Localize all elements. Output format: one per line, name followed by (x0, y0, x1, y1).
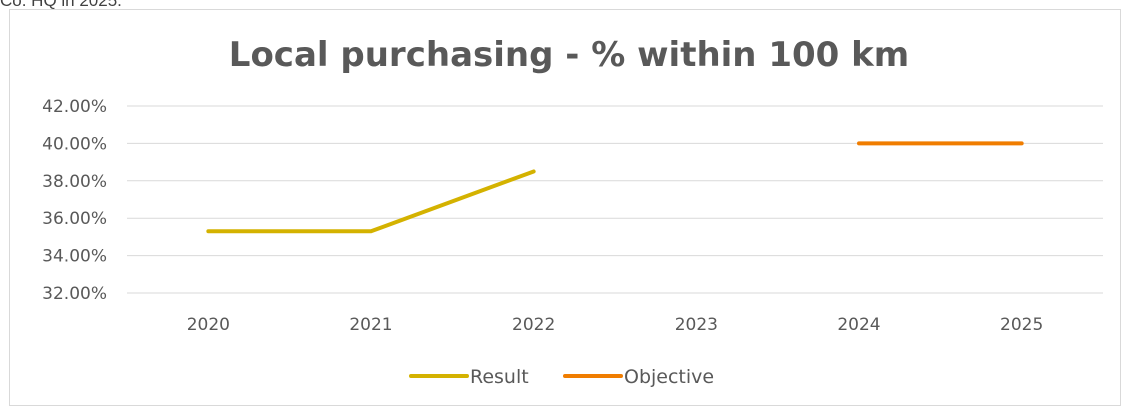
y-tick-label: 36.00% (42, 209, 107, 229)
x-tick-label: 2020 (187, 315, 230, 335)
x-tick-label: 2021 (349, 315, 392, 335)
chart-container (9, 9, 1121, 406)
legend-label: Result (470, 366, 529, 388)
x-tick-label: 2024 (837, 315, 880, 335)
chart-title: Local purchasing - % within 100 km (229, 35, 909, 75)
x-tick-label: 2023 (675, 315, 718, 335)
y-tick-label: 40.00% (42, 134, 107, 154)
series-line-result (206, 169, 536, 234)
page-top-text-fragment: Co. HQ in 2025. (0, 0, 122, 10)
y-tick-label: 32.00% (42, 284, 107, 304)
x-tick-label: 2025 (1000, 315, 1043, 335)
legend: Result Objective (409, 366, 714, 388)
legend-label: Objective (624, 366, 714, 388)
series-lines (206, 141, 1024, 234)
gridlines (127, 105, 1103, 294)
x-tick-label: 2022 (512, 315, 555, 335)
y-tick-label: 34.00% (42, 247, 107, 267)
y-tick-label: 42.00% (42, 97, 107, 117)
x-axis-ticks: 2020 2021 2022 2023 2024 2025 (187, 315, 1044, 335)
y-tick-label: 38.00% (42, 172, 107, 192)
y-axis-ticks: 42.00% 40.00% 38.00% 36.00% 34.00% 32.00% (42, 97, 107, 304)
